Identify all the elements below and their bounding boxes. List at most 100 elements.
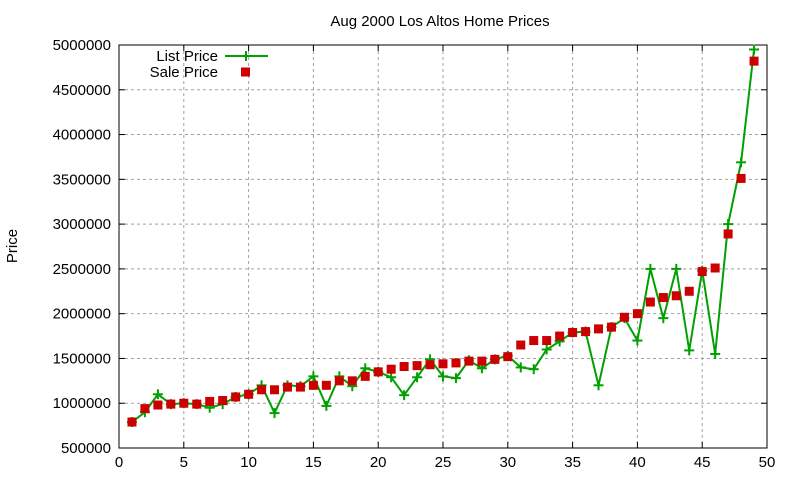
y-tick-label: 3000000 [53, 216, 111, 233]
sale-price-point [153, 400, 163, 410]
list-price-point [412, 372, 423, 383]
sale-price-point [632, 309, 642, 319]
sale-price-point [619, 312, 629, 322]
sale-price-point [503, 352, 513, 362]
sale-price-point [166, 399, 176, 409]
x-tick-label: 0 [115, 454, 123, 471]
y-tick-label: 3500000 [53, 171, 111, 188]
legend-marker-list-price [241, 51, 251, 61]
y-tick-label: 1000000 [53, 395, 111, 412]
sale-price-point [412, 361, 422, 371]
x-tick-label: 35 [564, 454, 581, 471]
list-price-point [736, 157, 747, 168]
list-price-point [152, 389, 163, 400]
sale-price-point [334, 376, 344, 386]
x-tick-label: 15 [305, 454, 322, 471]
list-price-point [438, 371, 448, 382]
chart-title: Aug 2000 Los Altos Home Prices [330, 13, 549, 30]
sale-price-point [270, 385, 280, 395]
sale-price-point [568, 327, 578, 337]
sale-price-point [257, 385, 267, 395]
sale-price-point [723, 229, 733, 239]
sale-price-point [529, 336, 539, 346]
sale-price-point [321, 380, 331, 390]
list-price-point [360, 363, 371, 374]
sale-price-point [244, 389, 254, 399]
sale-price-point [581, 327, 591, 337]
sale-price-point [127, 417, 137, 427]
sale-price-point [594, 324, 604, 334]
list-price-point [632, 335, 643, 346]
x-tick-label: 45 [694, 454, 711, 471]
sale-price-point [710, 263, 720, 273]
y-tick-label: 5000000 [53, 37, 111, 54]
sale-price-point [373, 367, 383, 377]
sale-price-point [477, 356, 487, 366]
x-tick-label: 50 [759, 454, 776, 471]
sale-price-point [425, 360, 435, 370]
list-price-point [321, 400, 332, 411]
sale-price-point [205, 396, 215, 406]
x-tick-label: 20 [370, 454, 387, 471]
sale-price-point [438, 359, 448, 369]
sale-price-point [645, 297, 655, 307]
sale-price-point [555, 331, 565, 341]
list-price-point [710, 348, 721, 359]
sale-price-point [697, 267, 707, 277]
sale-price-point [451, 358, 461, 368]
list-price-point [645, 263, 656, 274]
sale-price-point [684, 286, 694, 296]
sale-price-point [295, 382, 305, 392]
list-price-point [723, 219, 734, 230]
plot-frame [118, 44, 768, 449]
list-price-point [386, 372, 397, 383]
x-tick-label: 25 [435, 454, 452, 471]
list-price-point [450, 373, 461, 384]
x-tick-label: 40 [629, 454, 646, 471]
sale-price-point [347, 376, 357, 386]
sale-price-point [308, 380, 318, 390]
sale-price-point [464, 356, 474, 366]
sale-price-point [516, 340, 526, 350]
list-price-point [515, 362, 526, 373]
list-price-point [671, 263, 682, 274]
list-price-point [658, 313, 669, 324]
list-price-point [528, 364, 539, 375]
list-price-point [308, 371, 319, 382]
x-tick-label: 5 [180, 454, 188, 471]
sale-price-point [140, 404, 150, 414]
sale-price-point [658, 293, 668, 303]
y-tick-label: 4500000 [53, 82, 111, 99]
list-price-point [399, 390, 410, 401]
sale-price-point [606, 322, 616, 332]
sale-price-point [542, 336, 552, 346]
sale-price-point [360, 371, 370, 381]
sale-price-point [399, 362, 409, 372]
sale-price-point [671, 291, 681, 301]
x-tick-label: 10 [240, 454, 257, 471]
legend-marker-sale-price [241, 67, 250, 77]
sale-price-point [192, 399, 202, 409]
list-price-point [541, 344, 552, 355]
sale-price-point [490, 354, 500, 364]
y-tick-label: 2000000 [53, 306, 111, 323]
sale-price-point [386, 364, 396, 374]
sale-price-point [749, 56, 759, 66]
list-price-point [749, 44, 760, 55]
grid [119, 45, 767, 448]
legend-label-list-price: List Price [156, 48, 218, 65]
y-tick-label: 4000000 [53, 127, 111, 144]
x-tick-label: 30 [499, 454, 516, 471]
sale-price-point [231, 392, 241, 402]
legend: List Price Sale Price [150, 48, 268, 81]
sale-price-point [736, 173, 746, 183]
list-price-point [684, 345, 695, 356]
y-tick-label: 2500000 [53, 261, 111, 278]
sale-price-point [218, 396, 228, 406]
sale-price-point [282, 382, 292, 392]
y-tick-label: 1500000 [53, 350, 111, 367]
list-price-point [593, 380, 604, 391]
list-price-point [269, 408, 280, 419]
axis-ticks: 0 5 10 15 20 25 30 35 40 45 50 500000 1000000 1500000… [53, 37, 776, 471]
